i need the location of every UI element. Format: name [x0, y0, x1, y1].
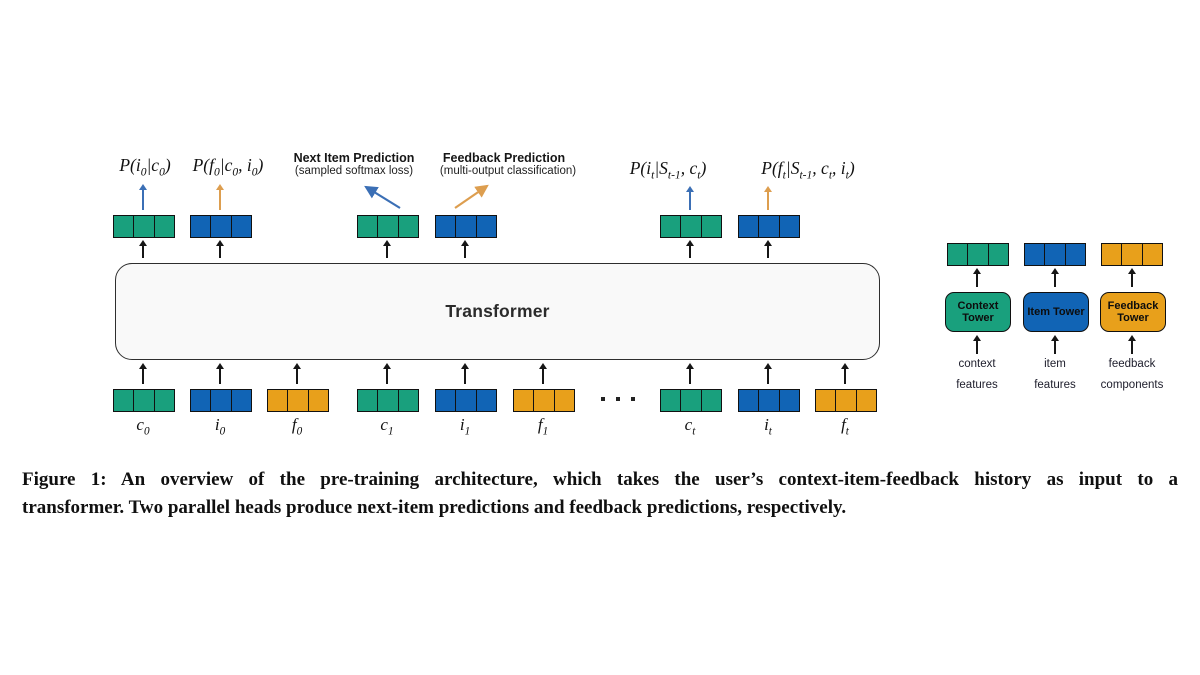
input-label-i0: i0 [214, 415, 226, 438]
transformer-box: Transformer [115, 263, 880, 360]
input-embedding-box [660, 389, 722, 412]
legend-caption-context: context features [956, 358, 998, 391]
output-label-it: P(it|St-1, ct) [629, 158, 707, 182]
input-label-f1: f1 [537, 415, 549, 438]
input-embedding-box [113, 389, 175, 412]
input-label-it: it [764, 415, 772, 438]
input-embedding-box [357, 389, 419, 412]
figure-caption-line2: transformer. Two parallel heads produce … [22, 496, 847, 518]
input-embedding-box [267, 389, 329, 412]
input-label-ft: ft [841, 415, 849, 438]
input-embedding-box [190, 389, 252, 412]
input-embedding-box [513, 389, 575, 412]
transformer-label: Transformer [445, 301, 550, 321]
figure-caption-line1: Figure 1: An overview of the pre-trainin… [22, 469, 1178, 490]
figure-caption: Figure 1: An overview of the pre-trainin… [22, 466, 1178, 521]
input-label-f0: f0 [291, 415, 303, 438]
input-embedding-box [815, 389, 877, 412]
output-label-i0: P(i0|c0) [119, 155, 171, 179]
next-item-prediction-subtitle: (sampled softmax loss) [294, 165, 414, 177]
ellipsis-icon [601, 397, 635, 401]
input-embedding-box [435, 389, 497, 412]
feedback-prediction-subtitle: (multi-output classification) [439, 165, 577, 177]
feedback-tower: Feedback Tower [1100, 292, 1166, 332]
input-label-c1: c1 [380, 415, 394, 438]
output-embedding-box [190, 215, 252, 238]
output-embedding-box [738, 215, 800, 238]
legend-embedding-box [1024, 243, 1086, 266]
input-label-i1: i1 [459, 415, 471, 438]
feedback-prediction-title: Feedback Prediction [442, 151, 566, 165]
context-tower: Context Tower [945, 292, 1011, 332]
output-embedding-box [660, 215, 722, 238]
arrow-diagonal-icon [364, 184, 489, 209]
output-embedding-box [435, 215, 497, 238]
item-tower: Item Tower [1023, 292, 1089, 332]
output-embedding-box [113, 215, 175, 238]
input-label-ct: ct [684, 415, 696, 438]
output-label-ft: P(ft|St-1, ct, it) [761, 158, 855, 182]
input-embedding-box [738, 389, 800, 412]
legend-embedding-box [947, 243, 1009, 266]
output-embedding-box [357, 215, 419, 238]
output-label-f0: P(f0|c0, i0) [192, 155, 264, 179]
legend-caption-item: item features [1034, 358, 1076, 391]
next-item-prediction-title: Next Item Prediction [293, 151, 415, 165]
legend-caption-feedback: feedback components [1100, 358, 1164, 391]
input-label-c0: c0 [136, 415, 150, 438]
legend-embedding-box [1101, 243, 1163, 266]
